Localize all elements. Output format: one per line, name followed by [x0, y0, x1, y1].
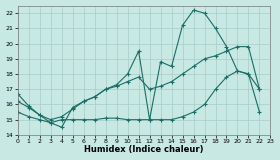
- X-axis label: Humidex (Indice chaleur): Humidex (Indice chaleur): [84, 145, 204, 154]
